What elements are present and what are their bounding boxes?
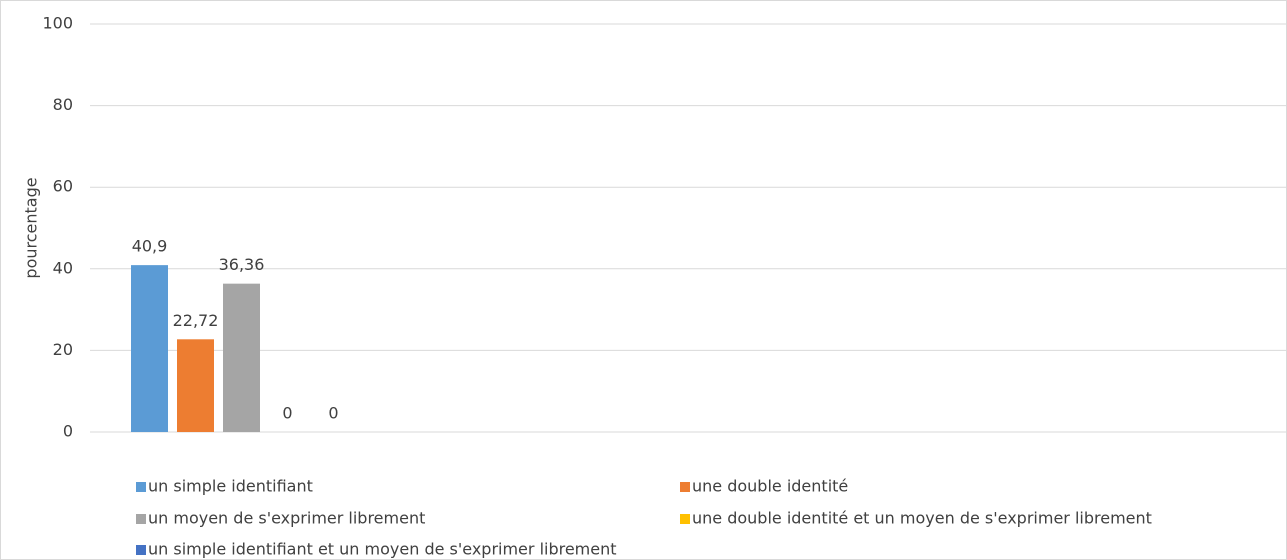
y-tick-label: 60 xyxy=(53,177,73,196)
legend-label: une double identité xyxy=(692,477,848,496)
legend-swatch xyxy=(136,514,146,524)
legend-label: une double identité et un moyen de s'exp… xyxy=(692,509,1152,528)
y-tick-label: 80 xyxy=(53,95,73,114)
data-label: 22,72 xyxy=(173,311,219,330)
legend-label: un moyen de s'exprimer librement xyxy=(148,509,425,528)
data-label: 36,36 xyxy=(219,255,265,274)
bar xyxy=(131,265,168,432)
legend-swatch xyxy=(680,482,690,492)
bar xyxy=(223,283,260,432)
legend-swatch xyxy=(136,545,146,555)
y-tick-label: 40 xyxy=(53,258,73,277)
y-axis-label: pourcentage xyxy=(22,177,41,278)
legend-label: un simple identifiant et un moyen de s'e… xyxy=(148,540,617,559)
legend-swatch xyxy=(136,482,146,492)
y-tick-label: 100 xyxy=(42,14,73,33)
y-tick-label: 0 xyxy=(63,422,73,441)
data-label: 40,9 xyxy=(132,237,168,256)
data-label: 0 xyxy=(328,404,338,423)
bar xyxy=(177,339,214,432)
data-label: 0 xyxy=(282,404,292,423)
y-tick-label: 20 xyxy=(53,340,73,359)
legend-label: un simple identifiant xyxy=(148,477,313,496)
legend-swatch xyxy=(680,514,690,524)
